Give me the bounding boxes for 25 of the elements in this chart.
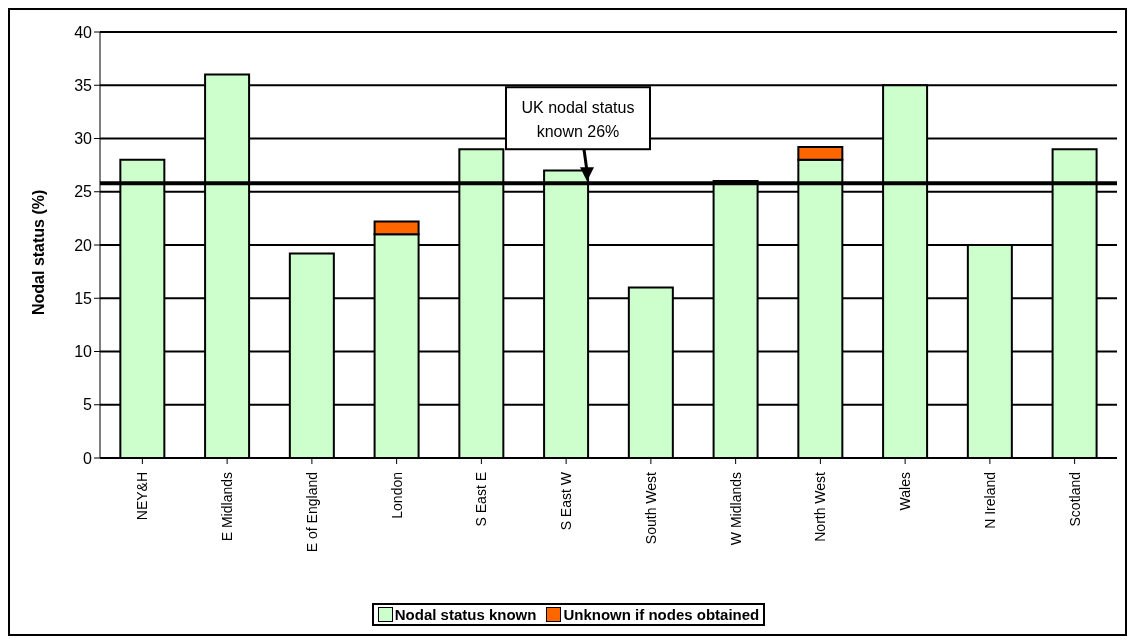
y-tick-label: 20 (74, 236, 93, 254)
y-tick-label: 25 (74, 183, 93, 201)
y-tick-label: 30 (74, 130, 93, 148)
y-tick-label: 15 (74, 289, 93, 307)
y-axis-title: Nodal status (%) (29, 189, 47, 315)
x-tick-label: E Midlands (219, 472, 236, 542)
y-tick-label: 40 (74, 23, 93, 41)
x-tick-label: S East E (473, 472, 490, 527)
legend-label: Nodal status known (393, 606, 537, 623)
legend-label: Unknown if nodes obtained (562, 606, 760, 623)
x-tick-label: London (388, 472, 405, 519)
x-tick-label: South West (642, 471, 659, 545)
y-tick-label: 0 (83, 449, 93, 467)
x-tick-label: Wales (897, 472, 914, 511)
x-tick-label: E of England (303, 472, 320, 553)
x-tick-label: S East W (558, 471, 575, 531)
x-tick-label: North West (812, 471, 829, 542)
x-tick-label: N Ireland (981, 472, 998, 529)
ref-line-label: UK nodal status known 26% (521, 99, 635, 141)
x-tick-label: W Midlands (727, 472, 744, 546)
x-tick-label: NEY&H (134, 472, 151, 521)
y-tick-label: 5 (83, 396, 93, 414)
x-tick-label: Scotland (1066, 472, 1083, 527)
y-tick-label: 10 (74, 343, 93, 361)
y-tick-label: 35 (74, 76, 93, 94)
